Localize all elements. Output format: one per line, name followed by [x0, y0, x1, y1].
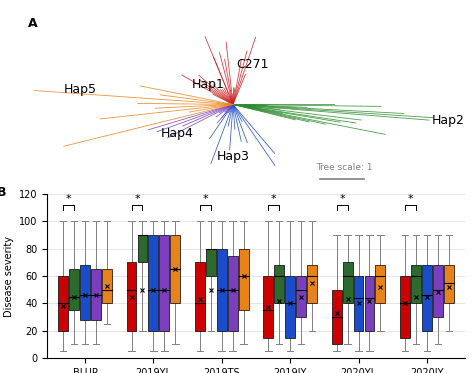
Text: *: * — [202, 194, 208, 204]
Bar — [343, 262, 353, 303]
Text: *: * — [134, 194, 140, 204]
Text: Hap1: Hap1 — [192, 78, 225, 91]
Bar — [354, 276, 364, 331]
Bar — [296, 276, 306, 317]
Y-axis label: Disease severity: Disease severity — [4, 235, 14, 317]
Bar — [102, 269, 112, 303]
Bar — [400, 276, 410, 338]
Bar — [264, 276, 273, 338]
Bar — [228, 256, 237, 331]
Bar — [170, 235, 180, 303]
Text: Hap4: Hap4 — [161, 126, 193, 140]
Bar — [195, 262, 205, 331]
Bar — [375, 265, 385, 303]
Bar — [444, 265, 454, 303]
Bar — [422, 265, 432, 331]
Text: Hap5: Hap5 — [64, 83, 97, 96]
Text: *: * — [271, 194, 276, 204]
Bar — [365, 276, 374, 331]
Bar — [159, 235, 169, 331]
Text: Hap3: Hap3 — [217, 150, 249, 163]
Text: B: B — [0, 186, 7, 199]
Bar — [332, 290, 342, 344]
Bar — [239, 249, 248, 310]
Bar — [433, 265, 443, 317]
Bar — [58, 276, 68, 331]
Bar — [411, 265, 421, 303]
Bar — [285, 276, 295, 338]
Bar — [91, 269, 101, 320]
Text: Tree scale: 1: Tree scale: 1 — [316, 163, 373, 172]
Text: C271: C271 — [237, 58, 269, 71]
Text: A: A — [28, 17, 38, 30]
Bar — [127, 262, 137, 331]
Text: *: * — [408, 194, 413, 204]
Text: *: * — [339, 194, 345, 204]
Bar — [274, 265, 284, 303]
Text: *: * — [66, 194, 72, 204]
Bar — [217, 249, 227, 331]
Bar — [69, 269, 79, 310]
Bar — [148, 235, 158, 331]
Bar — [206, 249, 216, 276]
Text: Hap2: Hap2 — [431, 114, 464, 127]
Bar — [307, 265, 317, 303]
Bar — [137, 235, 147, 262]
Bar — [80, 265, 90, 320]
